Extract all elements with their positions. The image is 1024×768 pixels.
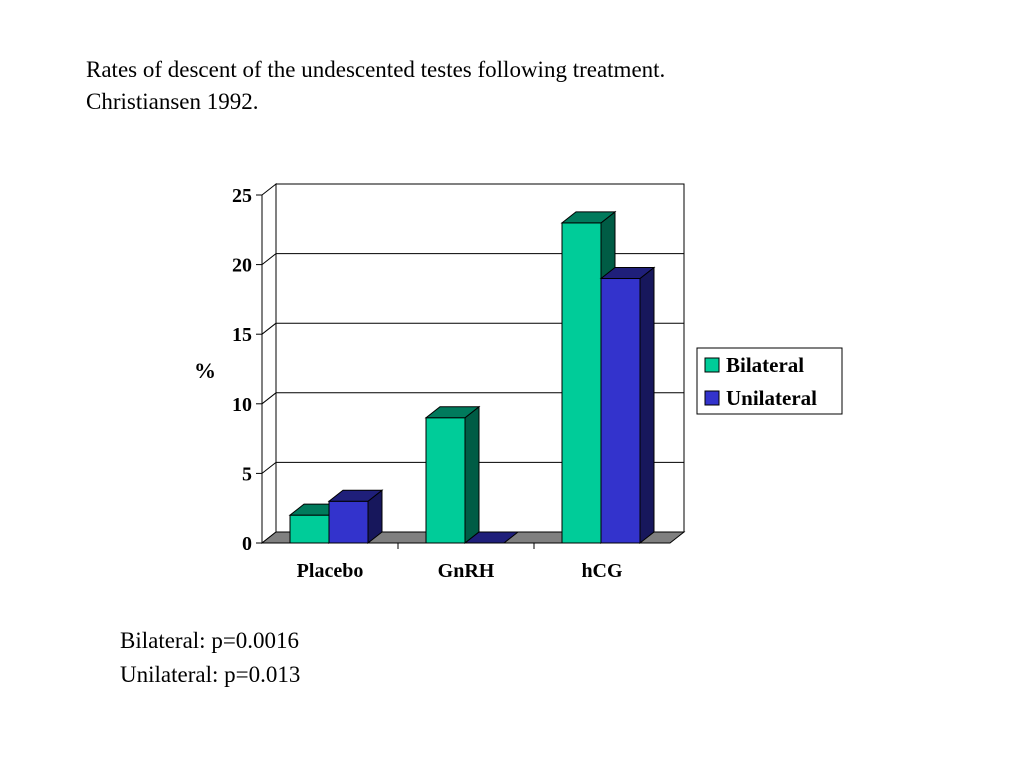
bar-top (424, 406, 481, 419)
bar-top (463, 531, 520, 544)
bar-top (599, 267, 656, 280)
bar-unilateral-gnrh (463, 531, 520, 544)
bar-front (600, 278, 641, 544)
stat-unilateral: Unilateral: p=0.013 (120, 662, 301, 687)
y-tick-label: 10 (232, 394, 252, 416)
plot-side-wall (261, 182, 277, 545)
x-tick-label: Placebo (297, 560, 364, 582)
legend-swatch-unilateral (704, 390, 720, 406)
slide-title: Rates of descent of the undescented test… (86, 54, 665, 118)
legend-box (696, 347, 843, 415)
bar-top (560, 211, 617, 224)
bar-front (425, 417, 466, 544)
bar-unilateral-placebo (327, 489, 384, 545)
bar-bilateral-gnrh (424, 405, 481, 545)
legend: Bilateral Unilateral (696, 347, 843, 415)
legend-swatch-bilateral (704, 357, 720, 373)
bar-unilateral-hcg (599, 266, 656, 545)
gridline-side (261, 392, 277, 405)
gridline-side (261, 253, 277, 265)
bar-front (289, 514, 330, 544)
bar-side (464, 405, 480, 545)
y-tick-label: 25 (232, 185, 252, 207)
title-line-2: Christiansen 1992. (86, 89, 259, 114)
y-tick-label: 0 (242, 533, 252, 555)
legend-label-unilateral: Unilateral (726, 386, 817, 410)
gridline-side (261, 462, 277, 474)
x-tick-label: hCG (581, 560, 623, 582)
bar-top (327, 489, 384, 502)
y-tick-label: 15 (232, 324, 252, 346)
x-tick-label: GnRH (438, 560, 495, 582)
y-tick-label: 5 (242, 463, 252, 485)
bar-front (328, 500, 369, 544)
chart-plot-area: 0 5 10 15 20 25% Placebo GnRH hCG (194, 182, 686, 582)
p-values: Bilateral: p=0.0016 Unilateral: p=0.013 (120, 624, 300, 692)
stat-bilateral: Bilateral: p=0.0016 (120, 628, 300, 653)
y-axis-label: % (194, 358, 216, 383)
title-line-1: Rates of descent of the undescented test… (86, 57, 666, 82)
bar-side (639, 266, 655, 545)
y-tick-label: 20 (232, 255, 252, 277)
gridline-side (261, 322, 277, 335)
legend-label-bilateral: Bilateral (726, 353, 804, 377)
bar-front (561, 222, 602, 544)
